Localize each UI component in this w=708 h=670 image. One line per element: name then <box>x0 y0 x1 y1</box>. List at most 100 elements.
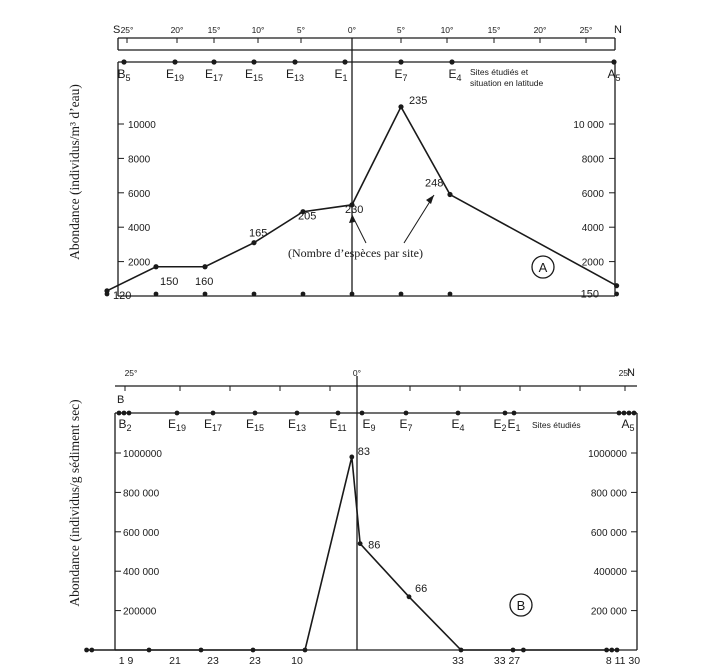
b-site-dot <box>626 410 632 416</box>
b-bottom-count-label: 8 11 30 <box>606 655 640 667</box>
a-y-tick-label-right: 6000 <box>582 189 605 200</box>
b-site-dot <box>616 410 622 416</box>
b-data-point <box>609 647 615 653</box>
a-annotation: (Nombre d’espèces par site) <box>288 246 423 260</box>
b-bottom-count-label: 21 <box>169 655 181 667</box>
b-site-label: E9 <box>362 417 375 433</box>
b-bottom-count-label: 33 <box>452 655 464 667</box>
a-y-tick-label-right: 8000 <box>582 154 605 165</box>
a-data-point <box>349 202 355 208</box>
b-site-dot <box>126 410 132 416</box>
a-baseline-dot <box>104 291 110 297</box>
a-panel-letter: A <box>539 260 548 275</box>
b-sites-caption: Sites étudiés <box>532 420 581 430</box>
a-panel-circle <box>531 255 555 279</box>
b-site-label: E1 <box>507 417 520 433</box>
b-site-dot <box>294 410 300 416</box>
a-lat-tick-label: 25° <box>121 25 134 35</box>
a-annotation-arrowhead-1 <box>349 215 355 223</box>
a-data-point <box>251 240 257 246</box>
b-data-point <box>521 647 526 653</box>
a-annotation-arrow-2 <box>403 194 435 244</box>
a-site-dot <box>342 59 348 65</box>
a-y-tick-label-left: 6000 <box>128 189 151 200</box>
a-lat-tick-label: 10° <box>441 25 454 35</box>
b-panel-letter: B <box>517 598 526 613</box>
a-site-dot <box>121 59 127 65</box>
b-site-dot <box>210 410 216 416</box>
b-y-tick-label-right: 400000 <box>594 567 628 578</box>
a-annotation-arrowhead-2 <box>426 195 434 204</box>
b-data-point <box>198 647 204 653</box>
b-site-label: E13 <box>288 417 306 433</box>
b-y-tick-label-right: 800 000 <box>591 488 628 499</box>
b-bottom-count-label: 23 <box>249 655 261 667</box>
b-panel-circle <box>509 593 533 617</box>
b-site-dot <box>335 410 341 416</box>
b-site-label: E4 <box>451 417 464 433</box>
b-site-dot <box>174 410 180 416</box>
a-site-label: E7 <box>394 67 407 83</box>
b-series-line <box>86 456 617 651</box>
a-y-tick-label-right: 4000 <box>582 223 605 234</box>
a-site-dot <box>611 59 617 65</box>
b-curve-count-label: 83 <box>358 446 370 458</box>
a-site-dot <box>251 59 257 65</box>
b-y-tick-label-left: 600 000 <box>123 528 160 539</box>
b-data-point <box>357 541 363 547</box>
a-baseline-dot <box>300 291 306 297</box>
b-curve-count-label: 86 <box>368 540 380 552</box>
a-species-count-label: 160 <box>195 276 213 288</box>
a-lat-tick-label: 0° <box>348 25 356 35</box>
a-lat-ticks: 25° 20° 15° 10° 5° 0° 5° 10° 15° 20° 25° <box>121 25 592 43</box>
b-y-tick-label-right: 600 000 <box>591 528 628 539</box>
a-site-label: E1 <box>334 67 347 83</box>
b-lat-tick-label: 0° <box>353 368 361 378</box>
a-site-dot <box>292 59 298 65</box>
b-y-tick-label-left: 400 000 <box>123 567 160 578</box>
b-data-point <box>614 647 620 653</box>
b-lat-ticks: 25° 0° 25° <box>124 368 632 391</box>
a-lat-tick-label: 15° <box>488 25 501 35</box>
a-site-label: E15 <box>245 67 263 83</box>
b-y-tick-label-right: 200 000 <box>591 607 628 618</box>
b-lat-tick-label: 25° <box>619 368 632 378</box>
a-species-count-label: 230 <box>345 204 363 216</box>
a-lat-left-label: S <box>113 24 120 36</box>
a-lat-right-label: N <box>614 24 622 36</box>
b-site-dot <box>502 410 508 416</box>
a-y-axis-label: Abondance (individus/m³ d’eau) <box>67 84 82 260</box>
b-site-label: E2 <box>493 417 506 433</box>
a-site-dot <box>398 59 404 65</box>
b-y-axis-label: Abondance (individus/g sédiment sec) <box>67 399 82 606</box>
b-data-point <box>458 647 464 653</box>
a-species-count-label: 248 <box>425 178 443 190</box>
b-y-ticks: 200000 200 000 400 000 400000 600 000 600 000… <box>115 449 637 618</box>
b-y-tick-label-right: 1000000 <box>588 449 627 460</box>
b-site-dot <box>121 410 127 416</box>
a-y-ticks: 2000 2000 4000 4000 6000 6000 8000 8000 10000 10 … <box>118 120 615 269</box>
a-site-label: A5 <box>607 67 620 83</box>
a-species-count-label: 150 <box>581 289 599 301</box>
b-site-label: E11 <box>329 417 346 433</box>
a-baseline-dot <box>398 291 404 297</box>
a-site-marks: B5 E19 E17 E15 E13 E1 E7 E4 A5 <box>117 59 621 83</box>
b-bottom-count-label: 10 <box>291 655 303 667</box>
panel-b: 25° 0° 25° B N B2 E19 E17 E15 E13 E11 E9 E7 E4 E2 E1… <box>67 367 640 667</box>
a-species-count-label: 235 <box>409 95 427 107</box>
a-lat-tick-label: 5° <box>297 25 305 35</box>
a-sites-caption-1: Sites étudiés et <box>470 67 529 77</box>
a-data-point <box>153 264 159 270</box>
a-annotation-arrow-1 <box>351 214 367 244</box>
a-lat-tick-label: 20° <box>171 25 184 35</box>
a-site-label: E17 <box>205 67 223 83</box>
a-site-dot <box>449 59 455 65</box>
b-site-dot <box>455 410 461 416</box>
b-y-tick-label-left: 200000 <box>123 607 157 618</box>
a-site-dot <box>172 59 178 65</box>
b-bottom-count-label: 33 27 <box>494 655 520 667</box>
a-data-point <box>202 264 208 270</box>
a-baseline-dot <box>447 291 453 297</box>
b-site-dot <box>403 410 409 416</box>
a-bottom-dots <box>104 291 619 297</box>
